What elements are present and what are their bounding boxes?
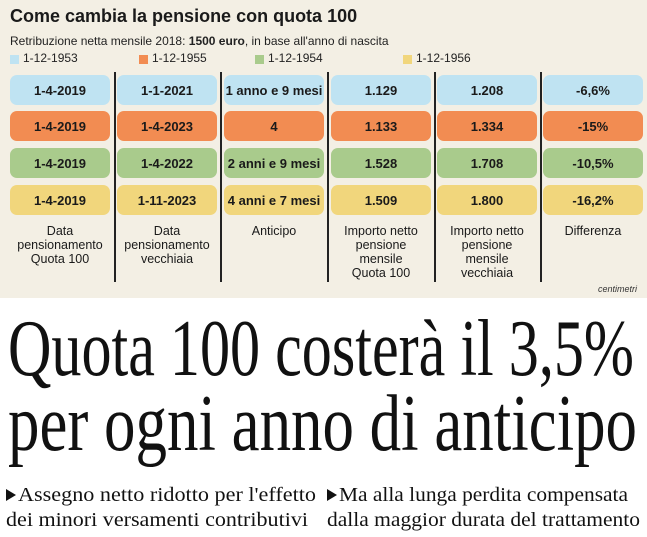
table-cell: 1-4-2019 — [10, 111, 110, 141]
table-cell: 1.133 — [331, 111, 431, 141]
subtitle: Retribuzione netta mensile 2018: 1500 eu… — [10, 34, 389, 48]
subtitle-text: , in base all'anno di nascita — [244, 34, 389, 48]
bullet — [6, 489, 16, 501]
table-cell: 1-4-2023 — [117, 111, 217, 141]
legend-swatch — [10, 55, 19, 64]
bullet — [327, 489, 337, 501]
column-divider — [540, 72, 542, 282]
headline-area: Quota 100 costerà il 3,5% per ogni anno … — [6, 305, 640, 531]
table-cell: 1-1-2021 — [117, 75, 217, 105]
column-label-line: vecchiaia — [460, 266, 514, 280]
legend-swatch — [139, 55, 148, 64]
column-label-line: Data — [46, 224, 74, 238]
table-cell: 1-4-2019 — [10, 75, 110, 105]
table-cell: 2 anni e 9 mesi — [224, 148, 324, 178]
table-cell: -16,2% — [543, 185, 643, 215]
table-cell: 1.334 — [437, 111, 537, 141]
column-divider — [220, 72, 222, 282]
table-cell: 1-11-2023 — [117, 185, 217, 215]
table-cell: 1.800 — [437, 185, 537, 215]
legend-swatch — [255, 55, 264, 64]
summary-line: Assegno netto ridotto per l'effetto — [18, 484, 316, 506]
column-label-line: pensionamento — [17, 238, 103, 252]
column-label: Data pensionamento vecchiaia — [115, 224, 219, 266]
column-label-line: Anticipo — [251, 224, 297, 238]
column-divider — [434, 72, 436, 282]
column-label: Anticipo — [222, 224, 326, 238]
column-label-line: pensione — [461, 238, 513, 252]
table-cell: -6,6% — [543, 75, 643, 105]
infographic: Come cambia la pensione con quota 100 Re… — [0, 0, 647, 298]
table-cell: 4 — [224, 111, 324, 141]
table-cell: 1-4-2019 — [10, 148, 110, 178]
column-label-line: Quota 100 — [30, 252, 90, 266]
column-label: Importo netto pensione mensile Quota 100 — [329, 224, 433, 280]
credit: centimetri — [597, 284, 637, 294]
column-label-line: Quota 100 — [351, 266, 411, 280]
column-label-line: pensione — [355, 238, 407, 252]
column-label-line: mensile — [359, 252, 403, 266]
legend-label: 1-12-1956 — [416, 51, 471, 65]
column-label: Data pensionamento Quota 100 — [8, 224, 112, 266]
table-cell: 1.509 — [331, 185, 431, 215]
column-label-line: mensile — [465, 252, 509, 266]
table-cell: 1-4-2019 — [10, 185, 110, 215]
title: Come cambia la pensione con quota 100 — [10, 6, 358, 26]
column-label-line: Data — [153, 224, 181, 238]
table-cell: 1 anno e 9 mesi — [224, 75, 324, 105]
legend-label: 1-12-1953 — [23, 51, 78, 65]
column-label-line: Differenza — [564, 224, 622, 238]
column-label-line: Importo netto — [344, 224, 418, 238]
legend-label: 1-12-1954 — [268, 51, 323, 65]
subtitle-text: Retribuzione netta mensile 2018: — [10, 34, 189, 48]
column-label-line: vecchiaia — [140, 252, 194, 266]
column-label-line: pensionamento — [124, 238, 210, 252]
column-label-line: Importo netto — [450, 224, 524, 238]
table-cell: 4 anni e 7 mesi — [224, 185, 324, 215]
headline: Quota 100 costerà il 3,5% — [8, 305, 634, 393]
table-cell: -10,5% — [543, 148, 643, 178]
column-divider — [327, 72, 329, 282]
subtitle-bold: 1500 euro — [188, 34, 245, 48]
legend-swatch — [403, 55, 412, 64]
column-divider — [114, 72, 116, 282]
headline: per ogni anno di anticipo — [8, 380, 637, 468]
summary-line: dalla maggior durata del trattamento — [327, 509, 640, 531]
legend-label: 1-12-1955 — [152, 51, 207, 65]
table-cell: 1.708 — [437, 148, 537, 178]
table-cell: 1.528 — [331, 148, 431, 178]
table-cell: 1.129 — [331, 75, 431, 105]
column-label: Differenza — [541, 224, 645, 238]
summary-line: Ma alla lunga perdita compensata — [339, 484, 628, 506]
column-label: Importo netto pensione mensile vecchiaia — [435, 224, 539, 280]
table-cell: 1.208 — [437, 75, 537, 105]
table-cell: 1-4-2022 — [117, 148, 217, 178]
table-cell: -15% — [543, 111, 643, 141]
summary-line: dei minori versamenti contributivi — [6, 509, 308, 531]
